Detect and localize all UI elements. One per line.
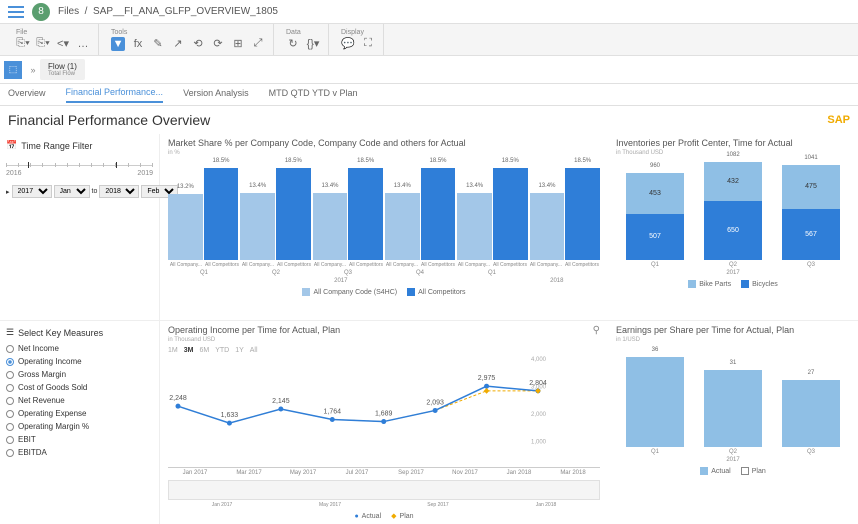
svg-text:4,000: 4,000 [531, 357, 547, 363]
tool-icon[interactable]: fx [131, 37, 145, 51]
time-range-btn[interactable]: YTD [215, 347, 229, 354]
search-icon[interactable]: ⚲ [593, 325, 600, 336]
time-filter-title: 📅Time Range Filter [6, 140, 153, 151]
chart-eps: Earnings per Share per Time for Actual, … [608, 321, 858, 524]
svg-text:1,689: 1,689 [375, 411, 393, 418]
tool-icon[interactable]: ⎘▾ [36, 37, 50, 51]
measure-item[interactable]: EBITDA [6, 446, 153, 459]
expand-icon[interactable]: » [26, 65, 40, 75]
tab[interactable]: MTD QTD YTD v Plan [269, 88, 358, 102]
flow-box[interactable]: Flow (1) Total Flow [40, 59, 85, 80]
to-year[interactable]: 2018 [99, 185, 139, 198]
measures-title: ☰Select Key Measures [6, 327, 153, 338]
play-icon[interactable]: ▸ [6, 188, 10, 196]
breadcrumb: Files / SAP__FI_ANA_GLFP_OVERVIEW_1805 [58, 6, 278, 17]
measure-item[interactable]: Net Income [6, 342, 153, 355]
mini-range[interactable] [168, 480, 600, 500]
measure-item[interactable]: Operating Margin % [6, 420, 153, 433]
tool-icon[interactable]: ✎ [151, 37, 165, 51]
svg-text:2,248: 2,248 [169, 395, 187, 402]
measure-item[interactable]: Cost of Goods Sold [6, 381, 153, 394]
measure-item[interactable]: Gross Margin [6, 368, 153, 381]
time-range-btn[interactable]: 3M [184, 347, 194, 354]
measure-item[interactable]: Operating Expense [6, 407, 153, 420]
tool-icon[interactable]: … [76, 37, 90, 51]
tool-icon[interactable]: ⛶ [361, 37, 375, 51]
svg-text:1,000: 1,000 [531, 440, 547, 446]
page-title: Financial Performance Overview [8, 112, 210, 128]
from-year[interactable]: 2017 [12, 185, 52, 198]
tool-icon[interactable]: ⟲ [191, 37, 205, 51]
time-slider[interactable] [6, 165, 153, 166]
time-range-btn[interactable]: 1Y [235, 347, 244, 354]
svg-text:3,000: 3,000 [531, 385, 547, 391]
chart-operating-income: ⚲ Operating Income per Time for Actual, … [160, 321, 608, 524]
measure-item[interactable]: EBIT [6, 433, 153, 446]
menu-icon[interactable] [8, 6, 24, 18]
tool-icon[interactable]: ⎘▾ [16, 37, 30, 51]
flow-icon[interactable]: ⬚ [4, 61, 22, 79]
tool-icon[interactable]: <▾ [56, 37, 70, 51]
tab[interactable]: Financial Performance... [66, 87, 164, 103]
chart-market-share: Market Share % per Company Code, Company… [160, 134, 608, 320]
svg-text:2,145: 2,145 [272, 398, 290, 405]
tool-icon[interactable]: ↗ [171, 37, 185, 51]
tab[interactable]: Overview [8, 88, 46, 102]
avatar[interactable]: 8 [32, 3, 50, 21]
tab[interactable]: Version Analysis [183, 88, 249, 102]
time-range-btn[interactable]: 1M [168, 347, 178, 354]
time-range-btn[interactable]: All [250, 347, 258, 354]
tool-icon[interactable]: 💬 [341, 37, 355, 51]
sap-logo: SAP [827, 114, 850, 126]
tool-icon[interactable]: {}▾ [306, 37, 320, 51]
time-range-btn[interactable]: 6M [199, 347, 209, 354]
measure-item[interactable]: Net Revenue [6, 394, 153, 407]
svg-text:1,633: 1,633 [221, 412, 239, 419]
chart-inventories: Inventories per Profit Center, Time for … [608, 134, 858, 320]
tool-icon[interactable]: ⟳ [211, 37, 225, 51]
svg-text:1,764: 1,764 [324, 408, 342, 415]
measure-item[interactable]: Operating Income [6, 355, 153, 368]
svg-text:2,975: 2,975 [478, 375, 496, 382]
tool-icon[interactable]: ⤢ [251, 37, 265, 51]
svg-text:2,000: 2,000 [531, 412, 547, 418]
from-month[interactable]: Jan [54, 185, 90, 198]
tool-icon[interactable]: ↻ [286, 37, 300, 51]
tool-icon[interactable]: ▼ [111, 37, 125, 51]
svg-text:2,093: 2,093 [426, 399, 444, 406]
tool-icon[interactable]: ⊞ [231, 37, 245, 51]
